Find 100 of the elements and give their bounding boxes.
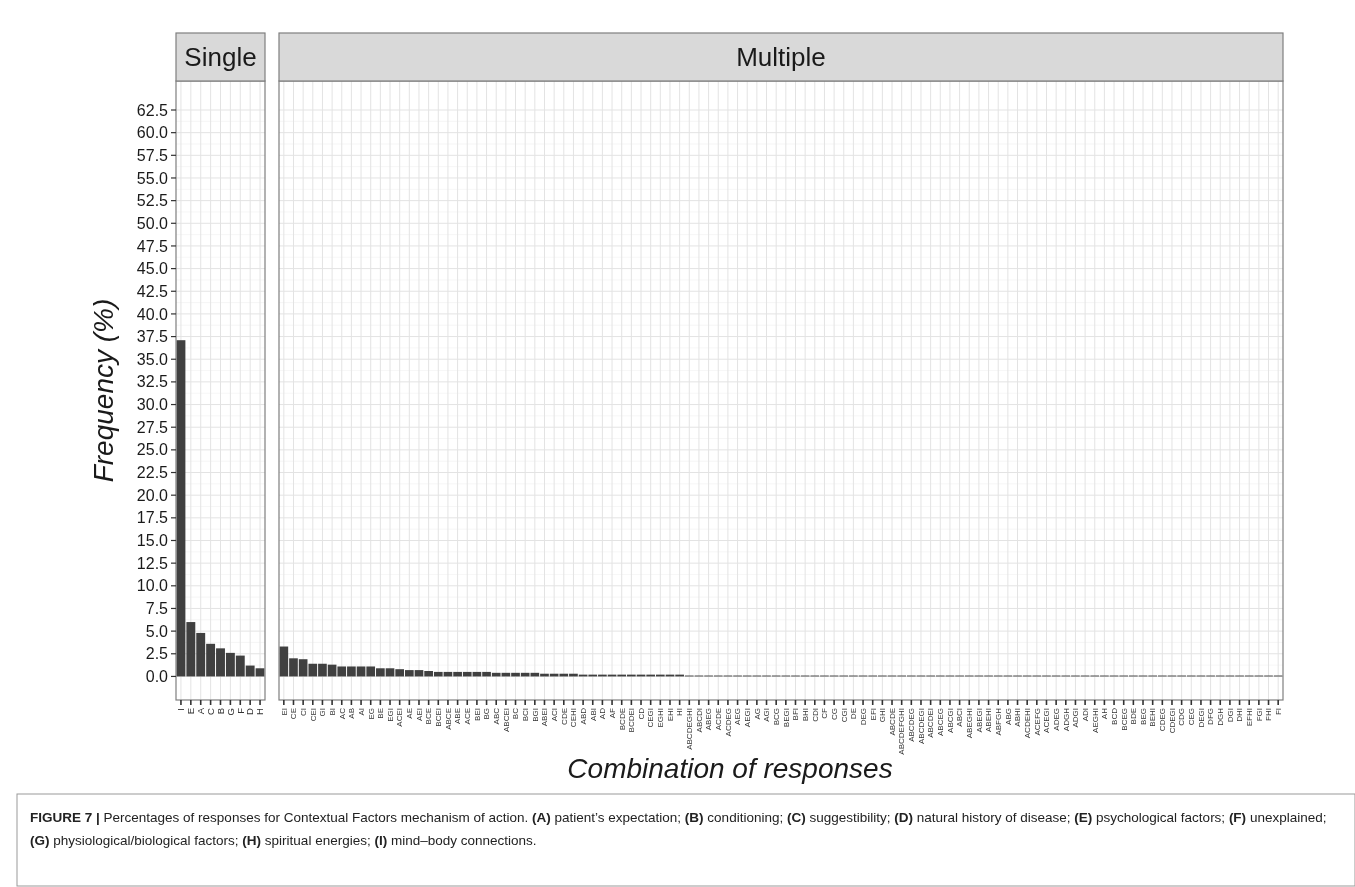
x-tick-label: ABCDEFGHI [897, 708, 907, 755]
x-tick-label: ABHI [1013, 708, 1023, 727]
x-tick-label: ABCI [955, 708, 965, 727]
x-tick-label: AEI [414, 708, 424, 721]
x-tick-label: F [234, 707, 246, 714]
x-tick-label: BCDEI [627, 708, 637, 733]
x-tick-label: CEG [1187, 708, 1197, 726]
y-tick-label: 30.0 [136, 396, 169, 414]
y-tick-label: 62.5 [136, 101, 169, 119]
x-tick-label: CGI [839, 708, 849, 723]
y-tick-label: 35.0 [136, 350, 169, 368]
y-tick-label: 57.5 [136, 146, 169, 164]
y-tick-label: 10.0 [136, 577, 169, 595]
y-tick-label: 0.0 [145, 668, 169, 686]
x-tick-label: ADEG [1051, 708, 1061, 731]
x-tick-label: EGHI [656, 708, 666, 728]
x-tick-label: AGI [762, 708, 772, 722]
x-tick-label: AEGI [743, 708, 753, 728]
x-tick-label: FI [1273, 708, 1283, 716]
x-tick-label: ACDEG [723, 708, 733, 737]
x-tick-label: CE [289, 708, 299, 720]
x-tick-label: BEG [1138, 708, 1148, 725]
x-tick-label: AH [1100, 707, 1110, 720]
y-tick-label: 42.5 [136, 282, 169, 300]
x-tick-label: ADGH [1061, 707, 1071, 732]
y-tick-label: 7.5 [145, 600, 169, 618]
x-tick-label: AEGHI [1090, 708, 1100, 733]
x-tick-label: AEG [733, 708, 743, 725]
y-tick-label: 47.5 [136, 237, 169, 255]
x-tick-label: ABG [1003, 708, 1013, 725]
y-tick-label: 52.5 [136, 192, 169, 210]
y-tick-label: 45.0 [136, 260, 169, 278]
x-tick-label: CDE [559, 708, 569, 725]
x-tick-label: BDE [1129, 708, 1139, 725]
x-tick-label: CDG [1177, 708, 1187, 726]
x-tick-label: GHI [878, 708, 888, 723]
x-tick-label: ABFGH [994, 707, 1004, 736]
x-tick-label: AD [598, 707, 608, 720]
x-tick-label: DGH [1216, 707, 1226, 726]
x-tick-label: ABI [588, 708, 598, 721]
x-tick-label: DHI [1235, 708, 1245, 722]
chart-title: Single [184, 42, 257, 72]
x-tick-label: EGI [385, 708, 395, 722]
x-tick-label: ABCGI [945, 708, 955, 733]
x-tick-label: E [185, 708, 197, 715]
x-tick-label: B [214, 708, 226, 715]
y-tick-label: 15.0 [136, 532, 169, 550]
chart-title: Multiple [736, 42, 826, 72]
x-axis-title: Combination of responses [567, 753, 893, 784]
x-tick-label: DFG [1206, 708, 1216, 725]
x-tick-label: ABCDE [887, 708, 897, 736]
x-tick-label: ABCDEGHI [685, 708, 695, 750]
y-tick-label: 25.0 [136, 441, 169, 459]
x-tick-label: ACEI [395, 708, 405, 727]
x-tick-label: DEGI [1196, 708, 1206, 728]
y-tick-label: 40.0 [136, 305, 169, 323]
x-tick-label: BE [376, 708, 386, 719]
x-tick-label: EI [279, 708, 289, 716]
x-tick-label: H [254, 707, 266, 715]
x-tick-label: ABCDEI [926, 708, 936, 738]
x-tick-label: BGI [530, 708, 540, 722]
text: FIGURE 7 | Percentages of responses for Contextual Factors mechanism of action. (A) patient’s expectation; (B) conditioning; (C) suggestibility; (D) natural history of disease; (E) psychological factors; (F) unexplained; (G) physiological/biological factors; (H) spiritual energies; (I) mind–body connections. [30, 810, 1327, 848]
x-tick-label: C [204, 707, 216, 715]
x-tick-label: ABEGI [974, 708, 984, 733]
x-tick-label: BEHI [1148, 708, 1158, 727]
y-tick-label: 20.0 [136, 486, 169, 504]
x-tick-label: ACEGI [1042, 708, 1052, 733]
y-tick-label: 2.5 [145, 645, 169, 663]
x-tick-label: DGI [1225, 708, 1235, 723]
x-tick-label: HI [675, 708, 685, 716]
x-tick-label: BG [482, 708, 492, 720]
x-tick-label: G [224, 708, 236, 716]
x-tick-label: DEG [858, 708, 868, 726]
x-tick-label: CEGI [646, 708, 656, 728]
x-tick-label: CDI [810, 708, 820, 722]
x-tick-label: D [244, 707, 256, 715]
y-axis-title: Frequency (%) [88, 298, 119, 483]
x-tick-label: AF [607, 707, 617, 719]
x-tick-label: BCE [424, 708, 434, 725]
x-tick-label: EG [366, 708, 376, 720]
x-tick-label: BEI [472, 708, 482, 721]
x-tick-label: ABEGHI [965, 708, 975, 739]
x-tick-label: ACDEHI [1022, 708, 1032, 739]
x-tick-label: AI [356, 708, 366, 716]
y-tick-label: 50.0 [136, 214, 169, 232]
x-tick-label: FGI [1254, 708, 1264, 722]
x-tick-label: ACDE [714, 708, 724, 731]
x-tick-label: BFI [791, 708, 801, 721]
x-tick-label: ABCEI [501, 708, 511, 733]
x-tick-label: EFI [868, 708, 878, 721]
x-tick-label: BCEG [1119, 708, 1129, 731]
x-tick-label: CDEG [1158, 708, 1168, 732]
x-tick-label: BCDE [617, 708, 627, 731]
x-tick-label: CEI [308, 708, 318, 722]
x-tick-label: ABD [578, 707, 588, 725]
x-tick-label: ACI [549, 708, 559, 722]
x-tick-label: ABCE [443, 708, 453, 730]
y-tick-label: 37.5 [136, 328, 169, 346]
x-tick-label: CI [298, 708, 308, 716]
x-tick-label: A [195, 707, 207, 715]
